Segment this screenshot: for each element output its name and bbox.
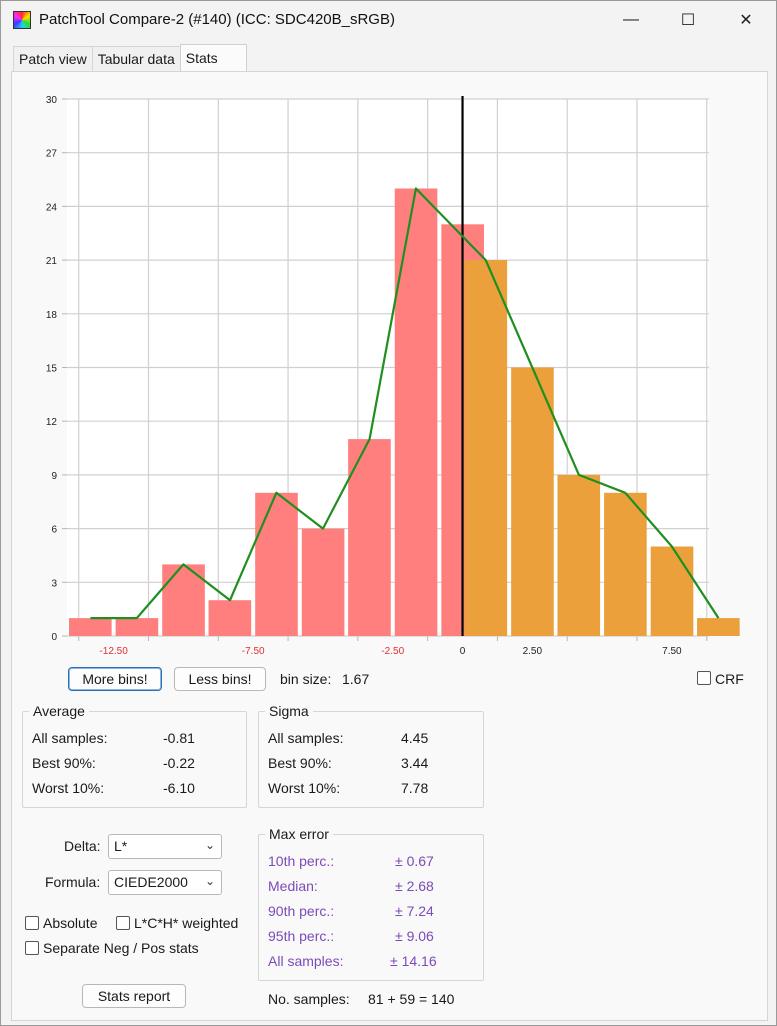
tab-patch-view[interactable]: Patch view: [13, 46, 93, 72]
max-error-p90-label: 90th perc.:: [268, 903, 335, 919]
y-tick-label: 27: [46, 149, 58, 160]
histogram-bar: [115, 618, 159, 636]
average-worst-value: -6.10: [163, 780, 195, 796]
average-all-label: All samples:: [32, 730, 108, 746]
crf-checkbox[interactable]: [697, 671, 711, 685]
tab-tabular-data[interactable]: Tabular data: [91, 46, 181, 72]
x-tick-label: 7.50: [662, 646, 682, 657]
minimize-icon[interactable]: —: [623, 11, 639, 28]
tab-stats[interactable]: Stats: [179, 44, 247, 71]
y-tick-label: 15: [46, 364, 58, 375]
histogram-chart: 0 3 6 9 12 15 18 21 24 27 30 -12.50 -7.50 -2.50 0 2.50 7…: [46, 95, 740, 657]
separate-stats-label: Separate Neg / Pos stats: [43, 940, 199, 956]
bin-size-value: 1.67: [342, 671, 370, 687]
average-worst-label: Worst 10%:: [32, 780, 105, 796]
no-samples-value: 81 + 59 = 140: [368, 991, 455, 1007]
bin-size-label: bin size:: [280, 671, 332, 687]
max-error-median-label: Median:: [268, 878, 318, 894]
y-tick-label: 24: [46, 202, 58, 213]
histogram-bar: [650, 546, 694, 636]
average-group: Average All samples: -0.81 Best 90%: -0.…: [22, 703, 247, 808]
y-tick-label: 12: [46, 417, 58, 428]
x-tick-label: -12.50: [99, 646, 128, 657]
x-tick-label: 0: [460, 646, 466, 657]
separate-stats-checkbox[interactable]: [25, 941, 39, 955]
delta-label: Delta:: [64, 838, 101, 854]
distribution-line: [90, 187, 720, 620]
stats-panel: 0 3 6 9 12 15 18 21 24 27 30 -12.50 -7.50 -2.50 0 2.50 7…: [11, 71, 768, 1021]
sigma-best-label: Best 90%:: [268, 755, 332, 771]
histogram-bar: [301, 528, 345, 636]
more-bins-button[interactable]: More bins!: [68, 667, 162, 691]
formula-select[interactable]: CIEDE2000 ⌄: [108, 870, 222, 895]
sigma-all-label: All samples:: [268, 730, 344, 746]
max-error-median-value: ± 2.68: [395, 878, 434, 894]
x-tick-label: 2.50: [523, 646, 543, 657]
less-bins-button[interactable]: Less bins!: [174, 667, 266, 691]
sigma-group: Sigma All samples: 4.45 Best 90%: 3.44 W…: [258, 703, 484, 808]
average-best-label: Best 90%:: [32, 755, 96, 771]
chevron-down-icon: ⌄: [204, 874, 215, 888]
max-error-group: Max error 10th perc.: ± 0.67 Median: ± 2…: [258, 826, 484, 981]
tab-bar: Patch view Tabular data Stats: [13, 44, 247, 72]
average-best-value: -0.22: [163, 755, 195, 771]
sigma-best-value: 3.44: [401, 755, 429, 771]
y-tick-label: 30: [46, 95, 58, 106]
stats-report-button[interactable]: Stats report: [82, 984, 186, 1008]
max-error-p10-label: 10th perc.:: [268, 853, 335, 869]
histogram-bar: [511, 367, 554, 636]
max-error-all-label: All samples:: [268, 953, 344, 969]
y-tick-label: 3: [51, 578, 57, 589]
close-icon[interactable]: ✕: [739, 12, 753, 29]
maximize-icon[interactable]: ☐: [680, 12, 696, 29]
histogram-bar: [208, 600, 252, 636]
absolute-label: Absolute: [43, 915, 98, 931]
x-tick-label: -2.50: [381, 646, 404, 657]
histogram-bar: [557, 474, 601, 636]
y-tick-label: 0: [51, 632, 57, 643]
histogram-bar: [464, 260, 508, 636]
sigma-all-value: 4.45: [401, 730, 429, 746]
sigma-title: Sigma: [265, 703, 313, 719]
delta-select-value: L*: [114, 838, 128, 854]
max-error-p90-value: ± 7.24: [395, 903, 434, 919]
average-title: Average: [29, 703, 89, 719]
crf-label: CRF: [715, 671, 744, 687]
average-all-value: -0.81: [163, 730, 195, 746]
no-samples-label: No. samples:: [268, 991, 350, 1007]
title-bar[interactable]: PatchTool Compare-2 (#140) (ICC: SDC420B…: [1, 1, 776, 39]
max-error-p95-label: 95th perc.:: [268, 928, 335, 944]
y-tick-label: 9: [51, 471, 57, 482]
max-error-p10-value: ± 0.67: [395, 853, 434, 869]
formula-select-value: CIEDE2000: [114, 874, 188, 890]
y-tick-label: 6: [51, 525, 57, 536]
histogram-bar: [604, 492, 647, 636]
histogram-bar: [69, 618, 112, 636]
lch-weighted-label: L*C*H* weighted: [134, 915, 239, 931]
app-color-icon: [13, 11, 31, 29]
y-tick-label: 18: [46, 310, 58, 321]
delta-select[interactable]: L* ⌄: [108, 834, 222, 859]
sigma-worst-label: Worst 10%:: [268, 780, 341, 796]
absolute-checkbox[interactable]: [25, 916, 39, 930]
max-error-title: Max error: [265, 826, 333, 842]
max-error-p95-value: ± 9.06: [395, 928, 434, 944]
histogram-bar: [348, 439, 391, 636]
max-error-all-value: ± 14.16: [390, 953, 437, 969]
sigma-worst-value: 7.78: [401, 780, 429, 796]
histogram-bar: [255, 492, 298, 636]
lch-weighted-checkbox[interactable]: [116, 916, 130, 930]
histogram-bar: [697, 618, 740, 636]
x-tick-label: -7.50: [242, 646, 265, 657]
y-tick-label: 21: [46, 256, 58, 267]
histogram-bar: [394, 188, 438, 636]
formula-label: Formula:: [45, 874, 101, 890]
window-title: PatchTool Compare-2 (#140) (ICC: SDC420B…: [39, 11, 395, 28]
chevron-down-icon: ⌄: [204, 838, 215, 852]
